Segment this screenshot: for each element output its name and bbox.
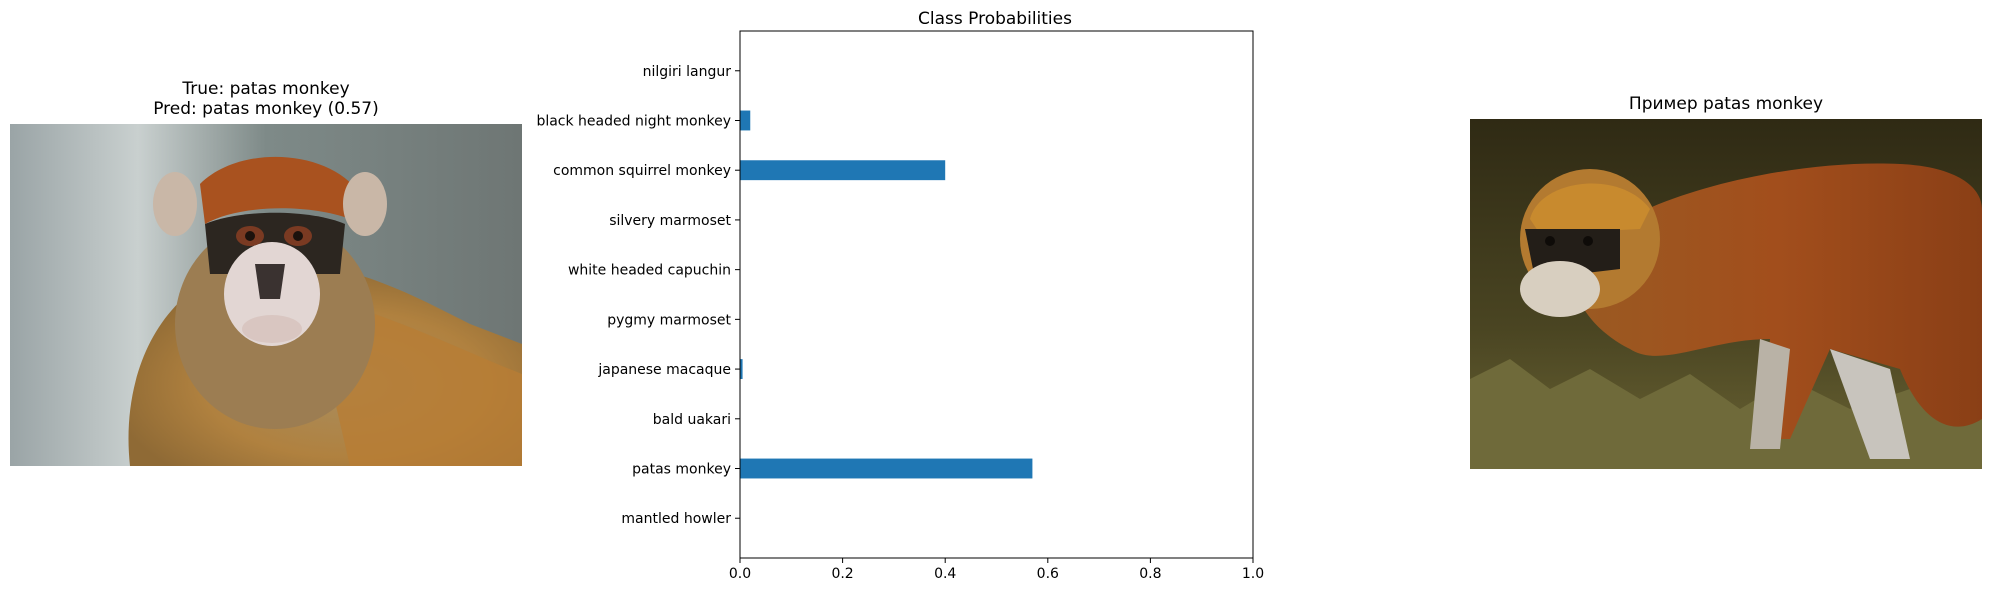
x-tick-label: 0.0 xyxy=(729,566,751,582)
y-tick-label: nilgiri langur xyxy=(643,64,732,80)
y-tick-label: silvery marmoset xyxy=(609,213,731,229)
x-tick-label: 0.6 xyxy=(1037,566,1059,582)
bar-common-squirrel-monkey xyxy=(740,160,946,181)
axes-layer: mantled howler patas monkey bald uakari jap… xyxy=(536,30,1264,582)
bar-patas-monkey xyxy=(740,458,1033,479)
x-tick-label: 0.8 xyxy=(1139,566,1161,582)
pred-label: Pred: patas monkey (0.57) xyxy=(153,99,379,119)
x-tick-label: 0.2 xyxy=(831,566,853,582)
right-image-title: Пример patas monkey xyxy=(1628,94,1824,114)
y-tick-label: white headed capuchin xyxy=(568,263,731,279)
bars-layer xyxy=(740,110,1033,479)
patas-monkey-example-photo xyxy=(1470,119,1982,469)
true-label: True: patas monkey xyxy=(182,79,350,99)
plot-frame xyxy=(739,30,1254,559)
y-tick-label: black headed night monkey xyxy=(536,113,731,129)
left-photo-illustration xyxy=(10,124,522,466)
patas-monkey-face-photo xyxy=(10,124,522,466)
y-tick-label: bald uakari xyxy=(653,412,731,428)
y-tick-label: common squirrel monkey xyxy=(553,163,731,179)
x-tick-label: 1.0 xyxy=(1242,566,1264,582)
left-image-title: True: patas monkey Pred: patas monkey (0… xyxy=(10,79,522,119)
bar-japanese-macaque xyxy=(740,359,743,380)
y-tick-label: mantled howler xyxy=(621,511,731,527)
y-tick-label: patas monkey xyxy=(632,462,731,478)
y-tick-label: pygmy marmoset xyxy=(607,312,731,328)
right-photo-illustration xyxy=(1470,119,1982,469)
bar-black-headed-night-monkey xyxy=(740,110,751,131)
x-tick-label: 0.4 xyxy=(934,566,956,582)
chart-title: Class Probabilities xyxy=(918,9,1072,29)
y-tick-label: japanese macaque xyxy=(597,362,731,378)
